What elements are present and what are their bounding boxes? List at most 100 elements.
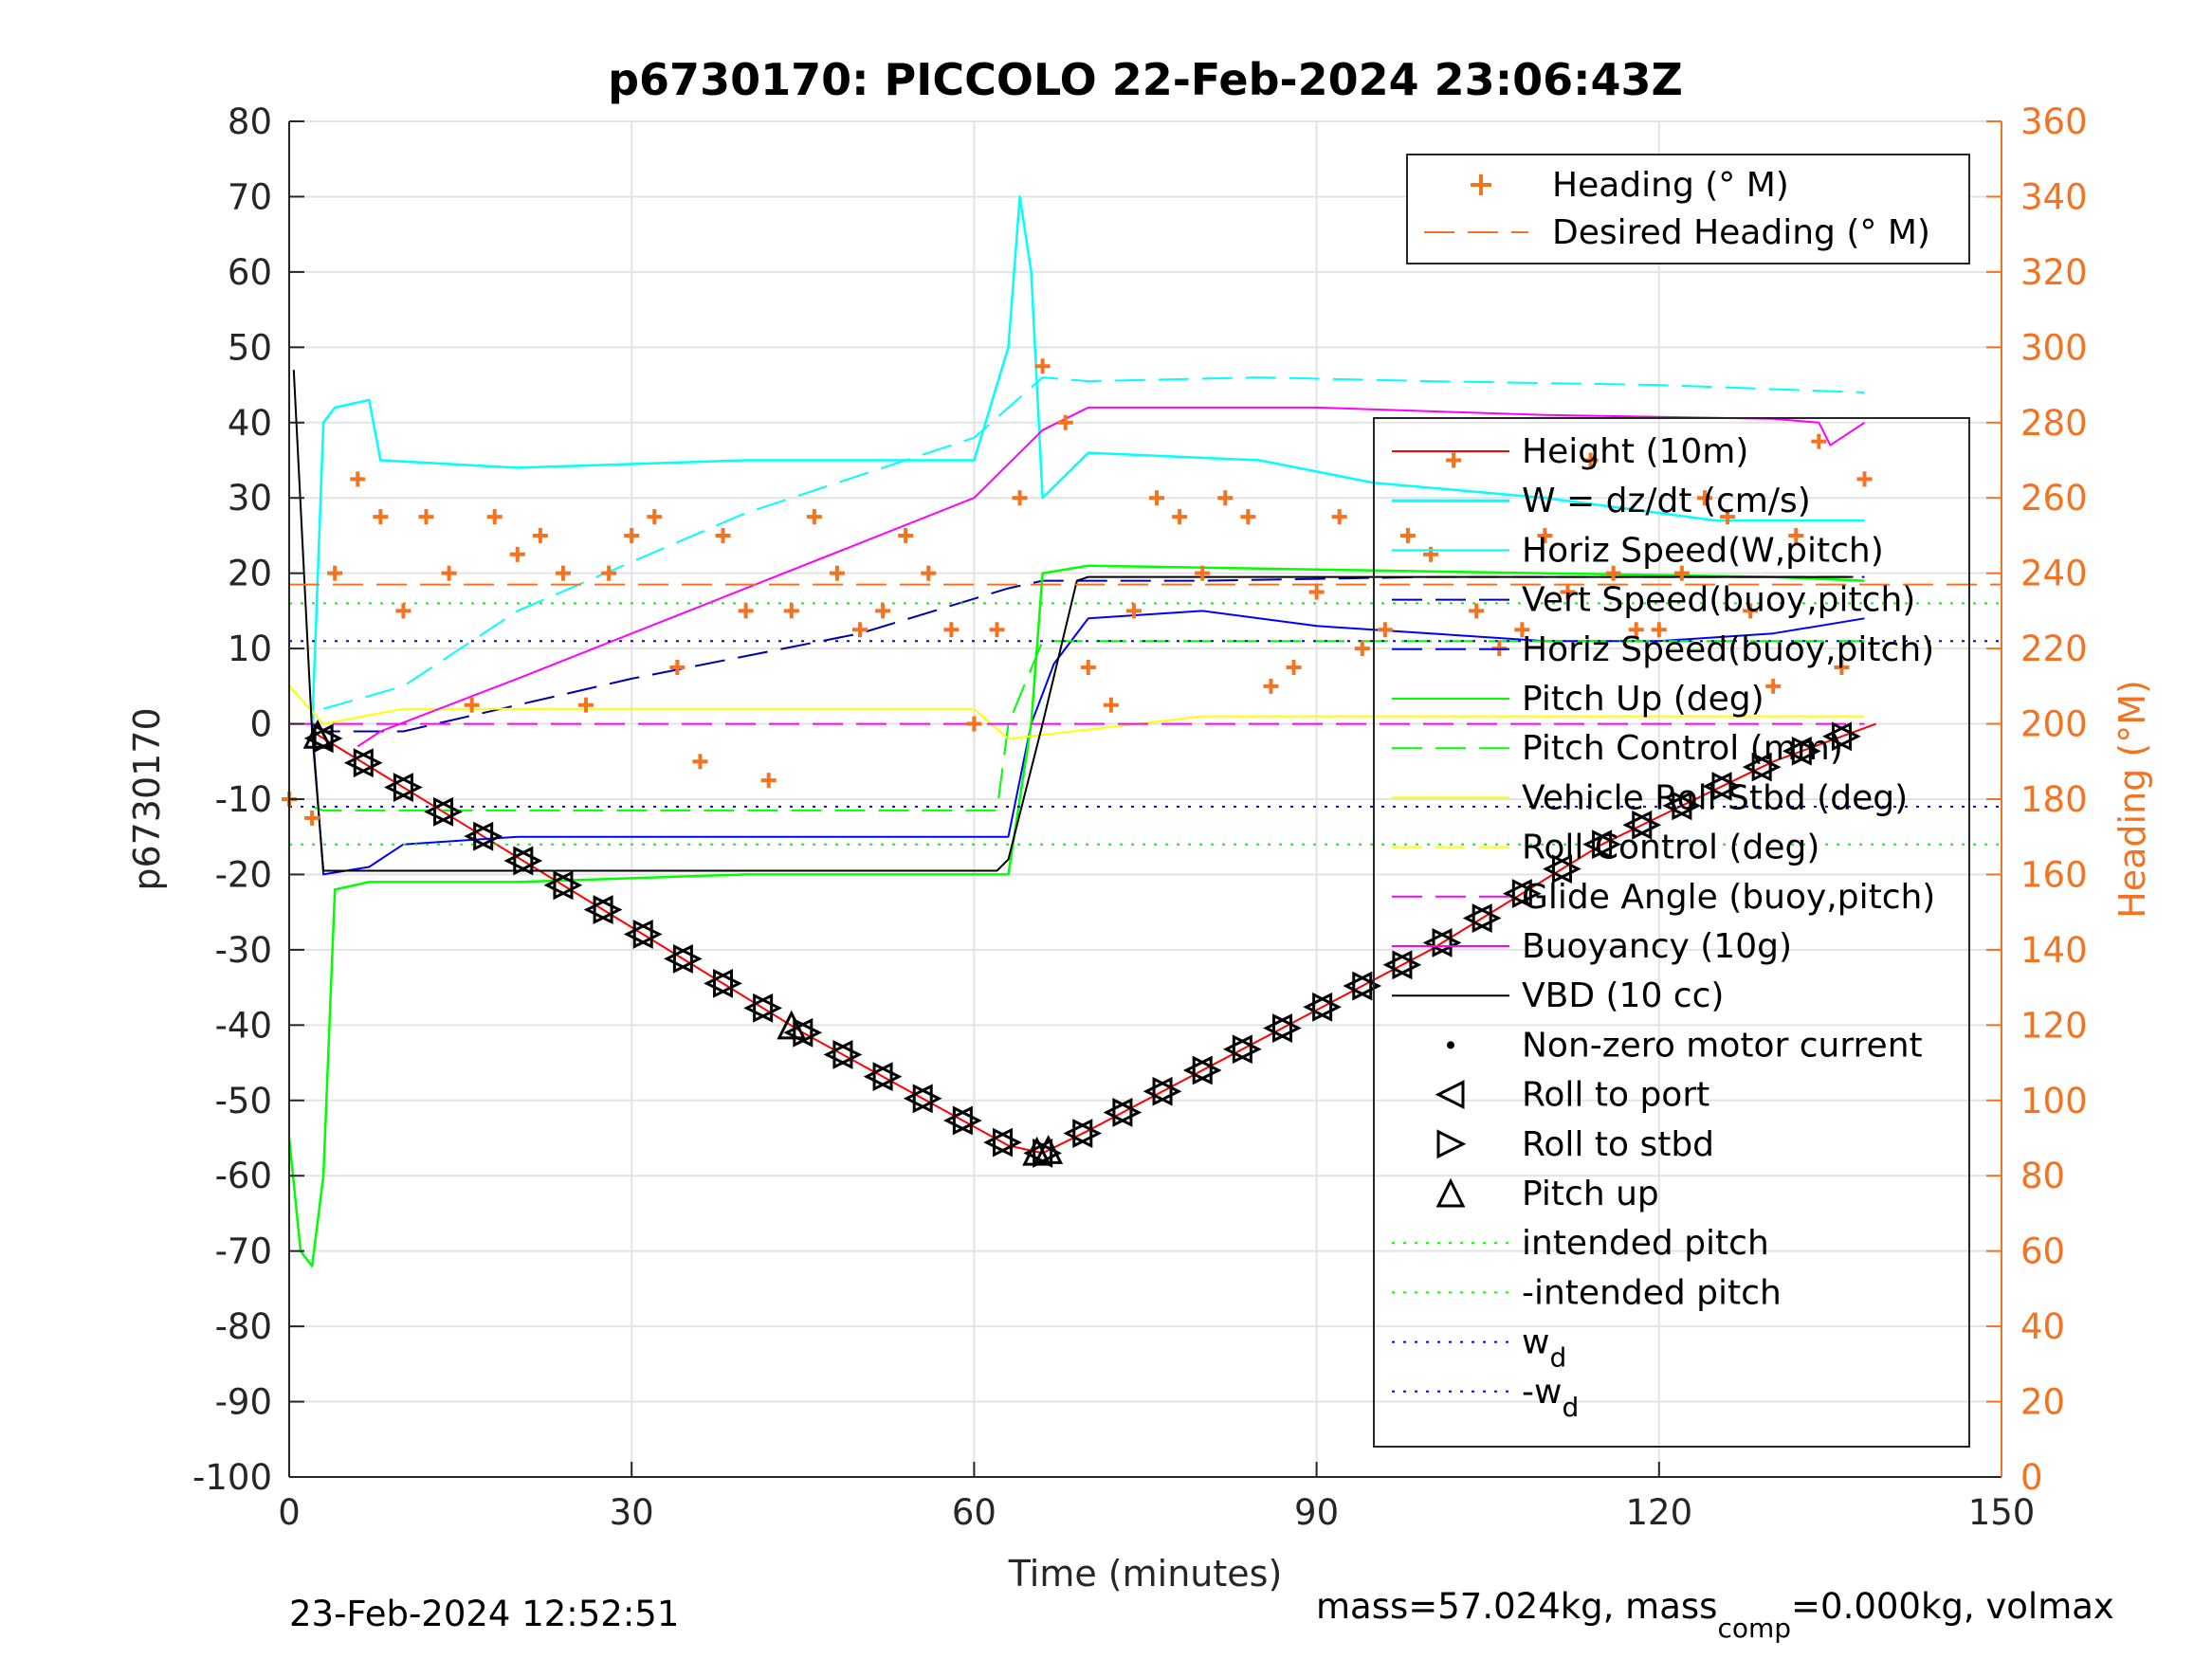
y-tick-label: -90 bbox=[215, 1382, 272, 1423]
heading-point bbox=[1582, 452, 1599, 468]
roll-to-port-marker bbox=[943, 1105, 973, 1136]
heading-point bbox=[1834, 659, 1850, 675]
roll-to-stbd-marker bbox=[1352, 971, 1382, 1001]
legend-label: Non-zero motor current bbox=[1522, 1026, 1923, 1065]
roll-to-stbd-marker bbox=[1271, 1013, 1302, 1043]
y-tick-label: -50 bbox=[215, 1081, 272, 1121]
legend-label: Pitch up bbox=[1522, 1175, 1659, 1213]
roll-to-port-marker bbox=[1543, 854, 1572, 884]
roll-to-stbd-marker bbox=[1112, 1098, 1143, 1127]
roll-to-port-marker bbox=[543, 870, 574, 901]
heading-point bbox=[1743, 603, 1759, 619]
roll-to-port-marker bbox=[1263, 1013, 1292, 1043]
heading-point bbox=[1696, 490, 1712, 506]
roll-to-stbd-marker bbox=[1711, 772, 1742, 801]
roll-to-stbd-marker bbox=[832, 1040, 863, 1069]
heading-point bbox=[441, 565, 457, 581]
y-tick-label: -30 bbox=[215, 930, 272, 971]
heading-point bbox=[898, 527, 914, 543]
series-buoyancy-10g bbox=[356, 406, 1866, 748]
roll-to-stbd-marker bbox=[952, 1105, 982, 1136]
heading-point bbox=[304, 810, 320, 826]
x-tick-label: 60 bbox=[952, 1492, 996, 1533]
mass-sub: comp bbox=[1717, 1613, 1791, 1644]
roll-to-stbd-marker bbox=[1312, 992, 1342, 1022]
y-right-tick-label: 180 bbox=[2020, 779, 2088, 820]
roll-to-stbd-marker bbox=[1551, 854, 1581, 884]
y-right-tick-label: 200 bbox=[2020, 704, 2088, 745]
roll-to-stbd-marker bbox=[1392, 950, 1422, 980]
legend-label-main: w bbox=[1522, 1323, 1549, 1362]
heading-point bbox=[1514, 622, 1530, 638]
roll-to-port-marker bbox=[704, 968, 734, 998]
heading-point bbox=[464, 697, 480, 713]
legend-label: Roll to stbd bbox=[1522, 1125, 1714, 1164]
series-pitch-control-mm bbox=[311, 640, 1865, 811]
y-tick-label: 0 bbox=[249, 704, 272, 745]
heading-point bbox=[624, 527, 640, 543]
roll-to-port-marker bbox=[384, 773, 413, 802]
heading-point bbox=[1560, 584, 1576, 600]
heading-point bbox=[1537, 527, 1553, 543]
roll-to-stbd-marker bbox=[1232, 1034, 1262, 1065]
y-tick-label: 30 bbox=[228, 478, 272, 519]
y-tick-label: 50 bbox=[228, 327, 272, 368]
heading-point bbox=[715, 527, 731, 543]
legend-label: Buoyancy (10g) bbox=[1522, 927, 1792, 966]
roll-to-stbd-marker bbox=[912, 1084, 942, 1114]
series-group bbox=[287, 195, 2002, 1267]
roll-to-port-marker bbox=[583, 895, 613, 925]
x-tick-label: 120 bbox=[1625, 1492, 1692, 1533]
roll-to-port-marker bbox=[1782, 736, 1812, 766]
legend-label: Roll Control (deg) bbox=[1522, 829, 1819, 867]
y-right-tick-label: 80 bbox=[2020, 1156, 2065, 1196]
y-right-tick-label: 60 bbox=[2020, 1231, 2065, 1272]
y-right-tick-label: 40 bbox=[2020, 1306, 2065, 1347]
footer-timestamp: 23-Feb-2024 12:52:51 bbox=[289, 1594, 679, 1634]
heading-point bbox=[1080, 659, 1096, 675]
y-right-tick-label: 360 bbox=[2020, 101, 2088, 142]
legend-heading-symbol bbox=[1471, 174, 1491, 195]
roll-to-port-marker bbox=[903, 1084, 933, 1114]
heading-point bbox=[1605, 565, 1621, 581]
heading-point bbox=[943, 622, 960, 638]
y-axis-label: p6730170 bbox=[126, 707, 168, 890]
roll-to-stbd-marker bbox=[433, 796, 463, 827]
legend-heading: Heading (° M) Desired Heading (° M) bbox=[1406, 154, 1970, 264]
roll-to-port-marker bbox=[623, 920, 653, 949]
y-right-tick-label: 0 bbox=[2020, 1457, 2043, 1498]
heading-point bbox=[1469, 603, 1485, 619]
y-right-tick-label: 220 bbox=[2020, 629, 2088, 669]
heading-point bbox=[1765, 678, 1782, 694]
roll-to-stbd-marker bbox=[353, 748, 383, 778]
series-pitch-up-deg bbox=[287, 564, 1865, 1267]
roll-to-stbd-marker bbox=[1632, 810, 1662, 840]
roll-to-stbd-marker bbox=[713, 968, 742, 998]
y-tick-label: -70 bbox=[215, 1231, 272, 1272]
roll-to-port-marker bbox=[1063, 1119, 1093, 1148]
heading-point bbox=[509, 546, 525, 562]
legend-label: Pitch Up (deg) bbox=[1522, 680, 1764, 719]
y-tick-label: 40 bbox=[228, 403, 272, 444]
y-right-tick-label: 20 bbox=[2020, 1382, 2065, 1423]
series-vert-speed-buoy-pitch bbox=[311, 575, 1865, 733]
heading-point bbox=[783, 603, 799, 619]
roll-to-port-marker bbox=[1582, 830, 1613, 860]
legend-label: wd bbox=[1522, 1323, 1566, 1374]
y-right-tick-label: 300 bbox=[2020, 327, 2088, 368]
roll-to-stbd-marker bbox=[1432, 928, 1462, 957]
roll-to-port-marker bbox=[863, 1062, 893, 1092]
roll-to-stbd-marker bbox=[1192, 1055, 1222, 1085]
y-tick-label: 70 bbox=[228, 176, 272, 217]
chart-title: p6730170: PICCOLO 22-Feb-2024 23:06:43Z bbox=[608, 54, 1683, 105]
x-tick-label: 90 bbox=[1294, 1492, 1339, 1533]
roll-to-port-marker bbox=[1303, 992, 1333, 1022]
heading-point bbox=[738, 603, 754, 619]
legend-label: Glide Angle (buoy,pitch) bbox=[1522, 878, 1935, 917]
y-tick-label: 20 bbox=[228, 554, 272, 594]
footer-mass: mass=57.024kg, masscomp=0.000kg, volmax bbox=[1316, 1586, 2114, 1644]
heading-point bbox=[1628, 622, 1644, 638]
heading-point bbox=[1195, 565, 1211, 581]
y-right-tick-label: 260 bbox=[2020, 478, 2088, 519]
